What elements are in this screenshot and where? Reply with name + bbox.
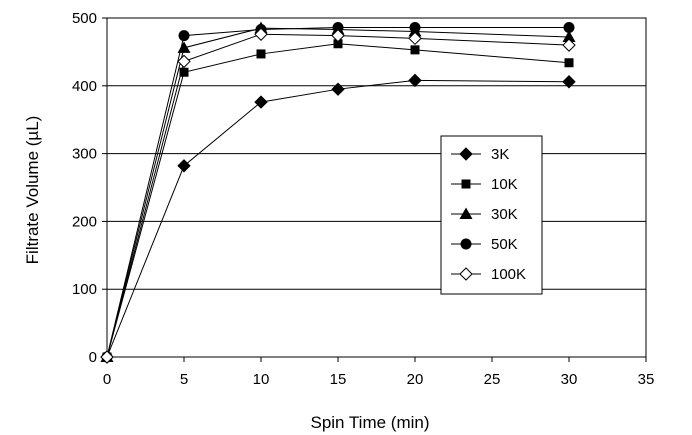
- legend: 3K 10K 30K 50K 100K: [440, 135, 543, 295]
- series-markers: [100, 21, 576, 364]
- plot-area: [106, 17, 647, 358]
- series-line-50K: [106, 26, 569, 358]
- y-tick-label-500: 500: [72, 10, 97, 27]
- legend-marker-30K: [459, 207, 473, 219]
- point-3K-x10: [254, 95, 268, 109]
- point-50K-x5: [178, 30, 190, 42]
- point-50K-x15: [332, 21, 344, 33]
- series-line-3K: [106, 79, 570, 358]
- point-10K-x30: [564, 58, 574, 68]
- legend-label-30K: 30K: [491, 206, 518, 223]
- point-100K-x5: [177, 54, 191, 69]
- x-tick-label-20: 20: [407, 371, 424, 388]
- legend-label-3K: 3K: [491, 146, 509, 163]
- point-3K-x15: [331, 82, 345, 96]
- y-tick-label-100: 100: [72, 281, 97, 298]
- point-50K-x20: [409, 21, 421, 33]
- legend-label-100K: 100K: [491, 266, 526, 283]
- legend-box: [440, 135, 543, 295]
- point-10K-x20: [410, 45, 420, 55]
- series-line-100K: [106, 33, 570, 358]
- y-tick-label-400: 400: [72, 78, 97, 95]
- point-10K-x15: [333, 39, 343, 49]
- legend-label-10K: 10K: [491, 176, 518, 193]
- legend-marker-3K: [459, 147, 473, 161]
- x-tick-label-15: 15: [330, 371, 347, 388]
- point-100K-x0: [100, 350, 114, 364]
- y-tick-label-300: 300: [72, 146, 97, 163]
- legend-marker-10K: [461, 179, 471, 189]
- x-axis-label: Spin Time (min): [310, 413, 429, 432]
- x-tick-label-25: 25: [484, 371, 501, 388]
- x-tick-label-5: 5: [180, 371, 188, 388]
- x-tick-label-10: 10: [253, 371, 270, 388]
- series-lines: [106, 26, 570, 358]
- point-3K-x20: [408, 73, 422, 88]
- x-tick-label-30: 30: [561, 371, 578, 388]
- point-50K-x30: [563, 21, 575, 33]
- point-10K-x10: [256, 49, 266, 59]
- point-3K-x5: [177, 159, 191, 173]
- axes: 0 100 200 300 400 500 0 5 10 15 20 25 30 35: [72, 10, 654, 388]
- legend-marker-100K: [459, 267, 473, 281]
- point-100K-x10: [254, 27, 268, 41]
- y-tick-label-200: 200: [72, 213, 97, 230]
- x-tick-label-35: 35: [638, 371, 655, 388]
- y-tick-label-0: 0: [89, 349, 97, 366]
- legend-marker-50K: [460, 238, 472, 250]
- point-30K-x30: [562, 30, 576, 42]
- x-tick-label-0: 0: [103, 371, 111, 388]
- point-10K-x5: [179, 67, 189, 77]
- point-100K-x20: [408, 31, 422, 46]
- point-3K-x30: [562, 75, 576, 89]
- point-100K-x15: [331, 28, 345, 43]
- series-line-10K: [106, 43, 570, 358]
- point-100K-x30: [562, 38, 576, 52]
- legend-label-50K: 50K: [491, 236, 518, 253]
- y-axis-label: Filtrate Volume (µL): [23, 116, 42, 265]
- point-30K-x5: [177, 41, 191, 53]
